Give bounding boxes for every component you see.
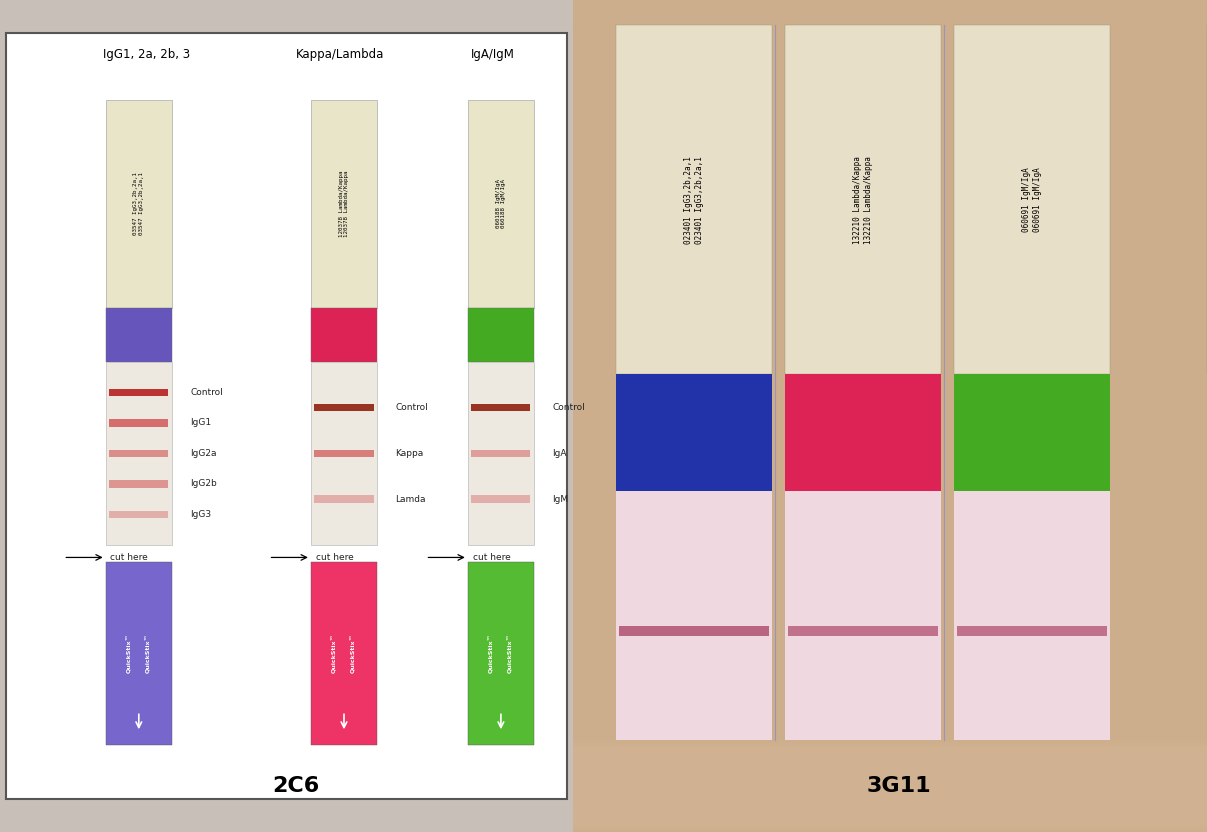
Bar <box>109 511 169 518</box>
Bar <box>573 762 1207 812</box>
Text: 120378 Lambda/Kappa
120378 Lambda/Kappa: 120378 Lambda/Kappa 120378 Lambda/Kappa <box>339 171 349 237</box>
Bar <box>573 760 1207 810</box>
Bar <box>573 778 1207 828</box>
Bar <box>573 751 1207 801</box>
Bar <box>573 780 1207 830</box>
Bar <box>109 389 169 396</box>
Bar <box>573 740 1207 790</box>
Bar <box>106 308 171 362</box>
Bar <box>467 562 533 745</box>
Bar <box>310 100 377 308</box>
Bar <box>616 25 772 374</box>
Text: 132210 Lambda/Kappa
132210 Lambda/Kappa: 132210 Lambda/Kappa 132210 Lambda/Kappa <box>853 156 873 244</box>
Text: QuickStix™: QuickStix™ <box>332 633 337 673</box>
Text: 060188 IgM/IgA
060188 IgM/IgA: 060188 IgM/IgA 060188 IgM/IgA <box>496 180 506 228</box>
Bar <box>954 491 1110 740</box>
Bar <box>785 25 941 374</box>
Text: QuickStix™: QuickStix™ <box>351 633 356 673</box>
Bar <box>573 0 1207 832</box>
Text: Lamda: Lamda <box>395 495 426 503</box>
Bar <box>471 449 530 458</box>
Text: QuickStix™: QuickStix™ <box>146 633 151 673</box>
Text: cut here: cut here <box>315 553 354 562</box>
Text: QuickStix™: QuickStix™ <box>489 633 494 673</box>
Bar <box>467 362 533 545</box>
Bar <box>310 308 377 362</box>
Bar <box>785 374 941 491</box>
Text: Control: Control <box>395 404 428 412</box>
Bar <box>785 491 941 740</box>
Text: 03547 IgG3,2b,2a,1
03547 IgG3,2b,2a,1: 03547 IgG3,2b,2a,1 03547 IgG3,2b,2a,1 <box>134 172 144 235</box>
Bar <box>619 626 769 636</box>
Bar <box>467 100 533 308</box>
Text: IgG2b: IgG2b <box>191 479 217 488</box>
Text: 023401 IgG3,2b,2a,1
023401 IgG3,2b,2a,1: 023401 IgG3,2b,2a,1 023401 IgG3,2b,2a,1 <box>684 156 704 244</box>
Bar <box>573 754 1207 804</box>
Bar <box>573 765 1207 815</box>
Text: cut here: cut here <box>111 553 148 562</box>
Bar <box>573 755 1207 805</box>
Bar <box>573 743 1207 793</box>
Bar <box>788 626 938 636</box>
Text: QuickStix™: QuickStix™ <box>508 633 513 673</box>
FancyBboxPatch shape <box>6 33 567 799</box>
Bar <box>314 404 373 412</box>
Bar <box>314 449 373 458</box>
Text: cut here: cut here <box>472 553 511 562</box>
Text: 3G11: 3G11 <box>867 776 932 796</box>
Bar <box>310 362 377 545</box>
Bar <box>573 750 1207 800</box>
Text: IgA: IgA <box>552 449 567 458</box>
Text: IgG1: IgG1 <box>191 418 211 428</box>
Bar <box>573 758 1207 808</box>
Text: 060691 IgM/IgA
060691 IgM/IgA: 060691 IgM/IgA 060691 IgM/IgA <box>1022 167 1042 232</box>
Bar <box>573 771 1207 821</box>
Bar <box>109 419 169 427</box>
Bar <box>573 747 1207 797</box>
Bar <box>109 480 169 488</box>
Text: QuickStix™: QuickStix™ <box>127 633 132 673</box>
Text: Control: Control <box>552 404 585 412</box>
Bar <box>467 308 533 362</box>
Bar <box>106 100 171 308</box>
Bar <box>616 374 772 491</box>
Text: 2C6: 2C6 <box>272 776 320 796</box>
Bar <box>109 449 169 458</box>
Bar <box>954 25 1110 374</box>
Bar <box>573 773 1207 823</box>
Bar <box>106 362 171 545</box>
Bar <box>310 562 377 745</box>
Bar <box>471 496 530 503</box>
Bar <box>616 491 772 740</box>
Bar <box>573 0 1207 832</box>
Bar <box>957 626 1107 636</box>
Text: IgG3: IgG3 <box>191 510 211 519</box>
Bar <box>106 562 171 745</box>
Text: IgM: IgM <box>552 495 568 503</box>
Text: IgA/IgM: IgA/IgM <box>471 47 514 61</box>
Bar <box>573 767 1207 817</box>
Text: IgG2a: IgG2a <box>191 449 216 458</box>
Text: Kappa/Lambda: Kappa/Lambda <box>296 47 384 61</box>
Text: Control: Control <box>191 388 223 397</box>
Bar <box>471 404 530 412</box>
Bar <box>573 745 1207 795</box>
Bar <box>573 769 1207 819</box>
Text: IgG1, 2a, 2b, 3: IgG1, 2a, 2b, 3 <box>103 47 189 61</box>
Bar <box>314 496 373 503</box>
Bar <box>954 374 1110 491</box>
Bar <box>573 775 1207 825</box>
Text: Kappa: Kappa <box>395 449 424 458</box>
Bar <box>573 782 1207 832</box>
